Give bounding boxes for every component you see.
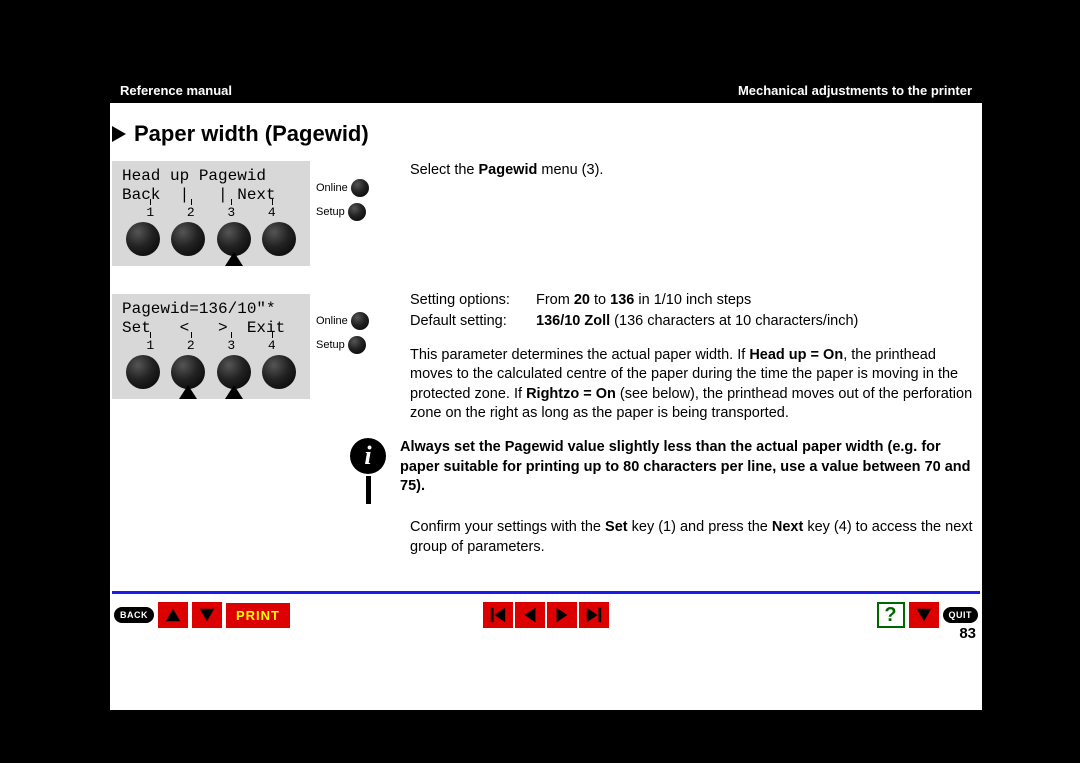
instruction-select: Select the Pagewid menu (3). <box>410 161 980 181</box>
description-para: This parameter determines the actual pap… <box>410 346 980 424</box>
lcd-line: Pagewid=136/10"* <box>122 300 300 319</box>
up-arrow-icon <box>225 252 243 266</box>
panel-button-2[interactable] <box>171 355 205 389</box>
nav-down-button-2[interactable] <box>909 602 939 628</box>
setup-label: Setup <box>316 206 345 218</box>
page-number: 83 <box>959 625 976 642</box>
up-arrow-icon <box>225 385 243 399</box>
nav-first-button[interactable] <box>483 602 513 628</box>
setup-button[interactable] <box>348 336 366 354</box>
panel-button-2[interactable] <box>171 222 205 256</box>
panel-button-1[interactable] <box>126 222 160 256</box>
nav-down-button[interactable] <box>192 602 222 628</box>
btn-num: 2 <box>171 205 212 220</box>
header-left: Reference manual <box>120 83 232 98</box>
btn-num: 3 <box>211 338 252 353</box>
up-arrow-icon <box>179 385 197 399</box>
btn-num: 3 <box>211 205 252 220</box>
default-setting: Default setting: 136/10 Zoll (136 charac… <box>410 312 980 332</box>
setting-options: Setting options: From 20 to 136 in 1/10 … <box>410 291 980 311</box>
online-button[interactable] <box>351 312 369 330</box>
panel-button-3[interactable] <box>217 355 251 389</box>
back-button[interactable]: BACK <box>114 607 154 623</box>
nav-last-button[interactable] <box>579 602 609 628</box>
print-button[interactable]: PRINT <box>226 603 290 628</box>
panel-button-4[interactable] <box>262 355 296 389</box>
nav-next-button[interactable] <box>547 602 577 628</box>
btn-num: 4 <box>252 205 293 220</box>
nav-prev-button[interactable] <box>515 602 545 628</box>
btn-num: 2 <box>171 338 212 353</box>
header-bar: Reference manual Mechanical adjustments … <box>110 78 982 103</box>
divider-rule <box>112 591 980 594</box>
nav-up-button[interactable] <box>158 602 188 628</box>
btn-num: 4 <box>252 338 293 353</box>
online-button[interactable] <box>351 179 369 197</box>
help-button[interactable]: ? <box>877 602 905 628</box>
confirm-para: Confirm your settings with the Set key (… <box>410 518 980 557</box>
lcd-line: Back | | Next <box>122 186 300 205</box>
quit-button[interactable]: QUIT <box>943 607 979 623</box>
online-label: Online <box>316 315 348 327</box>
online-label: Online <box>316 182 348 194</box>
lcd-line: Set < > Exit <box>122 319 300 338</box>
section-title: Paper width (Pagewid) <box>112 121 982 147</box>
chevron-right-icon <box>112 126 126 142</box>
info-icon: i <box>350 438 386 474</box>
info-callout: i Always set the Pagewid value slightly … <box>350 438 980 504</box>
info-text: Always set the Pagewid value slightly le… <box>400 438 980 497</box>
lcd-panel-1: Head up Pagewid Back | | Next 1 2 3 4 <box>112 161 392 266</box>
panel-button-3[interactable] <box>217 222 251 256</box>
header-right: Mechanical adjustments to the printer <box>738 83 972 98</box>
setup-label: Setup <box>316 339 345 351</box>
page-title: Paper width (Pagewid) <box>134 121 369 147</box>
setup-button[interactable] <box>348 203 366 221</box>
footer-nav: BACK PRINT ? QUIT 83 <box>110 600 982 640</box>
lcd-line: Head up Pagewid <box>122 167 300 186</box>
lcd-panel-2: Pagewid=136/10"* Set < > Exit 1 2 3 4 <box>112 294 392 399</box>
btn-num: 1 <box>130 338 171 353</box>
btn-num: 1 <box>130 205 171 220</box>
panel-button-4[interactable] <box>262 222 296 256</box>
panel-button-1[interactable] <box>126 355 160 389</box>
